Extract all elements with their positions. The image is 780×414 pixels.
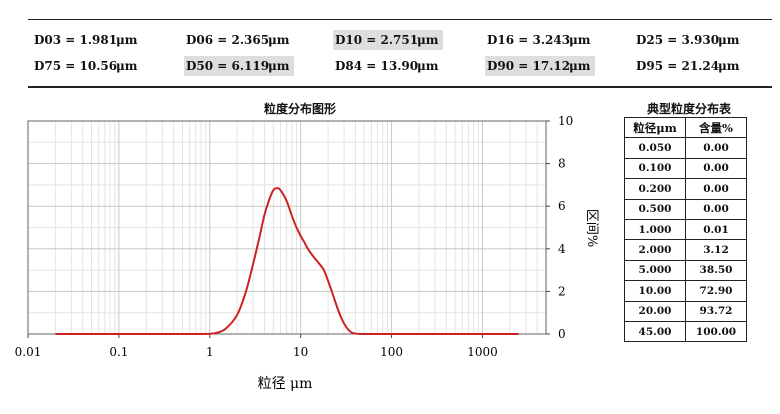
d-value-label: D06 = 2.365	[186, 33, 270, 47]
d-value-cell: D16 = 3.243 μm	[485, 30, 595, 50]
d-value-label: D75 = 10.56	[34, 59, 118, 73]
d-value-cell: D90 = 17.12 μm	[485, 56, 595, 76]
d-value-unit: μm	[718, 59, 740, 73]
grid-minor	[28, 121, 547, 334]
d-value-label: D16 = 3.243	[487, 33, 571, 47]
table-row: 0.100 0.00	[624, 157, 747, 180]
table-cell-content: 72.90	[685, 280, 747, 302]
table-row: 45.00 100.00	[624, 320, 747, 343]
y-tick-label: 10	[558, 114, 573, 128]
table-cell-content: 0.00	[685, 178, 747, 200]
distribution-curve	[55, 187, 519, 336]
x-tick-label: 1000	[467, 345, 498, 359]
table-row: 10.00 72.90	[624, 280, 747, 302]
x-tick-label: 10	[293, 345, 308, 359]
d-value-unit: μm	[718, 33, 740, 47]
table-cell-content: 0.00	[685, 198, 747, 220]
d-value-unit: μm	[417, 33, 439, 47]
table-cell-size: 1.000	[624, 218, 686, 241]
header-size: 粒径μm	[624, 116, 686, 139]
table-cell-size: 20.00	[624, 300, 686, 322]
table-cell-size: 2.000	[624, 239, 686, 261]
table-cell-size: 0.100	[624, 157, 686, 180]
y-tick-label: 6	[558, 199, 566, 213]
table-cell-size: 45.00	[624, 320, 686, 343]
d-value-unit: μm	[268, 59, 290, 73]
d-value-unit: μm	[116, 59, 138, 73]
x-tick-label: 0.01	[15, 345, 42, 359]
d-value-label: D10 = 2.751	[335, 33, 419, 47]
table-title: 典型粒度分布表	[646, 102, 731, 116]
table-cell-size: 0.500	[624, 198, 686, 220]
table-cell-content: 0.01	[685, 218, 747, 241]
table-cell-size: 0.050	[624, 137, 686, 159]
x-tick-label: 100	[380, 345, 403, 359]
d-value-unit: μm	[569, 59, 591, 73]
d-value-unit: μm	[569, 33, 591, 47]
d-value-cell: D50 = 6.119 μm	[184, 56, 294, 76]
table-row: 2.000 3.12	[624, 239, 747, 261]
table-row: 20.00 93.72	[624, 300, 747, 322]
d-value-label: D03 = 1.981	[34, 33, 118, 47]
plot-frame	[27, 120, 547, 335]
table-header-row: 粒径μm 含量%	[624, 116, 747, 139]
table-cell-content: 38.50	[685, 259, 747, 282]
table-cell-content: 3.12	[685, 239, 747, 261]
y-axis-label: 区间%	[584, 209, 599, 247]
d-value-unit: μm	[116, 33, 138, 47]
y-tick-label: 8	[558, 157, 566, 171]
table-cell-size: 10.00	[624, 280, 686, 302]
d-value-label: D50 = 6.119	[186, 59, 270, 73]
summary-bottom-rule	[28, 86, 772, 88]
grid-major	[27, 121, 546, 334]
table-row: 1.000 0.01	[624, 218, 747, 241]
d-value-cell: D95 = 21.24 μm	[634, 56, 744, 76]
x-tick-label: 1	[206, 345, 214, 359]
d-value-cell: D75 = 10.56 μm	[32, 56, 142, 76]
d-value-cell: D25 = 3.930 μm	[634, 30, 744, 50]
d-value-label: D95 = 21.24	[636, 59, 720, 73]
y-tick-label: 0	[558, 327, 566, 341]
d-value-label: D25 = 3.930	[636, 33, 720, 47]
d-value-unit: μm	[417, 59, 439, 73]
table-row: 0.050 0.00	[624, 137, 747, 159]
d-value-cell: D03 = 1.981 μm	[32, 30, 142, 50]
table-row: 0.200 0.00	[624, 178, 747, 200]
d-value-cell: D06 = 2.365 μm	[184, 30, 294, 50]
d-value-cell: D10 = 2.751 μm	[333, 30, 443, 50]
top-rule	[28, 19, 772, 20]
x-tick-label: 0.1	[109, 345, 128, 359]
table-cell-size: 0.200	[624, 178, 686, 200]
y-tick-label: 4	[558, 242, 566, 256]
chart-title: 粒度分布图形	[263, 102, 336, 116]
y-tick-label: 2	[558, 284, 566, 298]
x-axis: 0.01 0.1 1 10 100 1000	[15, 334, 498, 359]
y-axis: 0 2 4 6 8 10	[546, 114, 573, 341]
table-row: 0.500 0.00	[624, 198, 747, 220]
table-cell-size: 5.000	[624, 259, 686, 282]
d-value-label: D90 = 17.12	[487, 59, 571, 73]
d-value-label: D84 = 13.90	[335, 59, 419, 73]
d-value-unit: μm	[268, 33, 290, 47]
x-axis-label: 粒径 μm	[258, 376, 313, 392]
d-value-cell: D84 = 13.90 μm	[333, 56, 443, 76]
table-cell-content: 100.00	[685, 320, 747, 343]
table-row: 5.000 38.50	[624, 259, 747, 282]
header-content: 含量%	[685, 116, 747, 139]
distribution-table: 粒径μm 含量% 0.050 0.00 0.100 0.00 0.200 0.00 0.50…	[624, 116, 747, 343]
table-cell-content: 0.00	[685, 157, 747, 180]
table-cell-content: 0.00	[685, 137, 747, 159]
table-cell-content: 93.72	[685, 300, 747, 322]
